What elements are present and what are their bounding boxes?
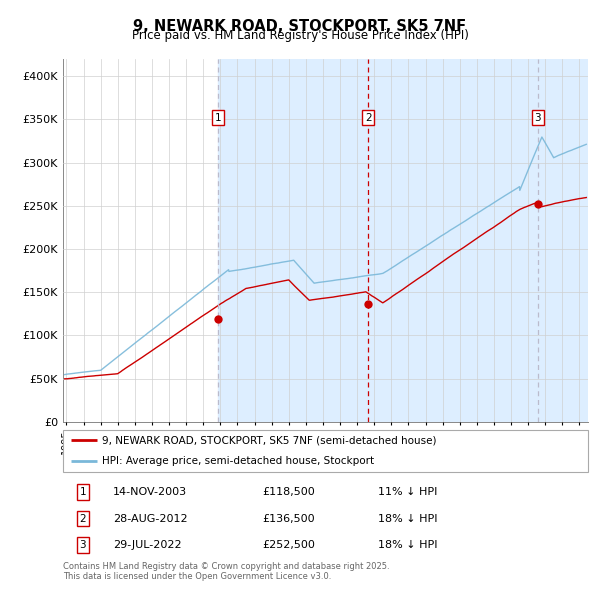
Text: 14-NOV-2003: 14-NOV-2003 (113, 487, 187, 497)
Text: Price paid vs. HM Land Registry's House Price Index (HPI): Price paid vs. HM Land Registry's House … (131, 30, 469, 42)
Text: £136,500: £136,500 (263, 513, 315, 523)
FancyBboxPatch shape (63, 430, 588, 472)
Text: 18% ↓ HPI: 18% ↓ HPI (378, 513, 437, 523)
Text: 9, NEWARK ROAD, STOCKPORT, SK5 7NF (semi-detached house): 9, NEWARK ROAD, STOCKPORT, SK5 7NF (semi… (103, 435, 437, 445)
Text: 28-AUG-2012: 28-AUG-2012 (113, 513, 187, 523)
Text: 9, NEWARK ROAD, STOCKPORT, SK5 7NF: 9, NEWARK ROAD, STOCKPORT, SK5 7NF (133, 19, 467, 34)
Text: 29-JUL-2022: 29-JUL-2022 (113, 540, 182, 550)
Bar (218, 59, 588, 422)
Text: 1: 1 (80, 487, 86, 497)
Text: HPI: Average price, semi-detached house, Stockport: HPI: Average price, semi-detached house,… (103, 457, 374, 466)
Text: £118,500: £118,500 (263, 487, 315, 497)
Text: Contains HM Land Registry data © Crown copyright and database right 2025.
This d: Contains HM Land Registry data © Crown c… (63, 562, 389, 581)
Text: 3: 3 (535, 113, 541, 123)
Text: 2: 2 (80, 513, 86, 523)
Text: £252,500: £252,500 (263, 540, 316, 550)
Text: 11% ↓ HPI: 11% ↓ HPI (378, 487, 437, 497)
Text: 18% ↓ HPI: 18% ↓ HPI (378, 540, 437, 550)
Text: 2: 2 (365, 113, 371, 123)
Text: 1: 1 (215, 113, 221, 123)
Text: 3: 3 (80, 540, 86, 550)
